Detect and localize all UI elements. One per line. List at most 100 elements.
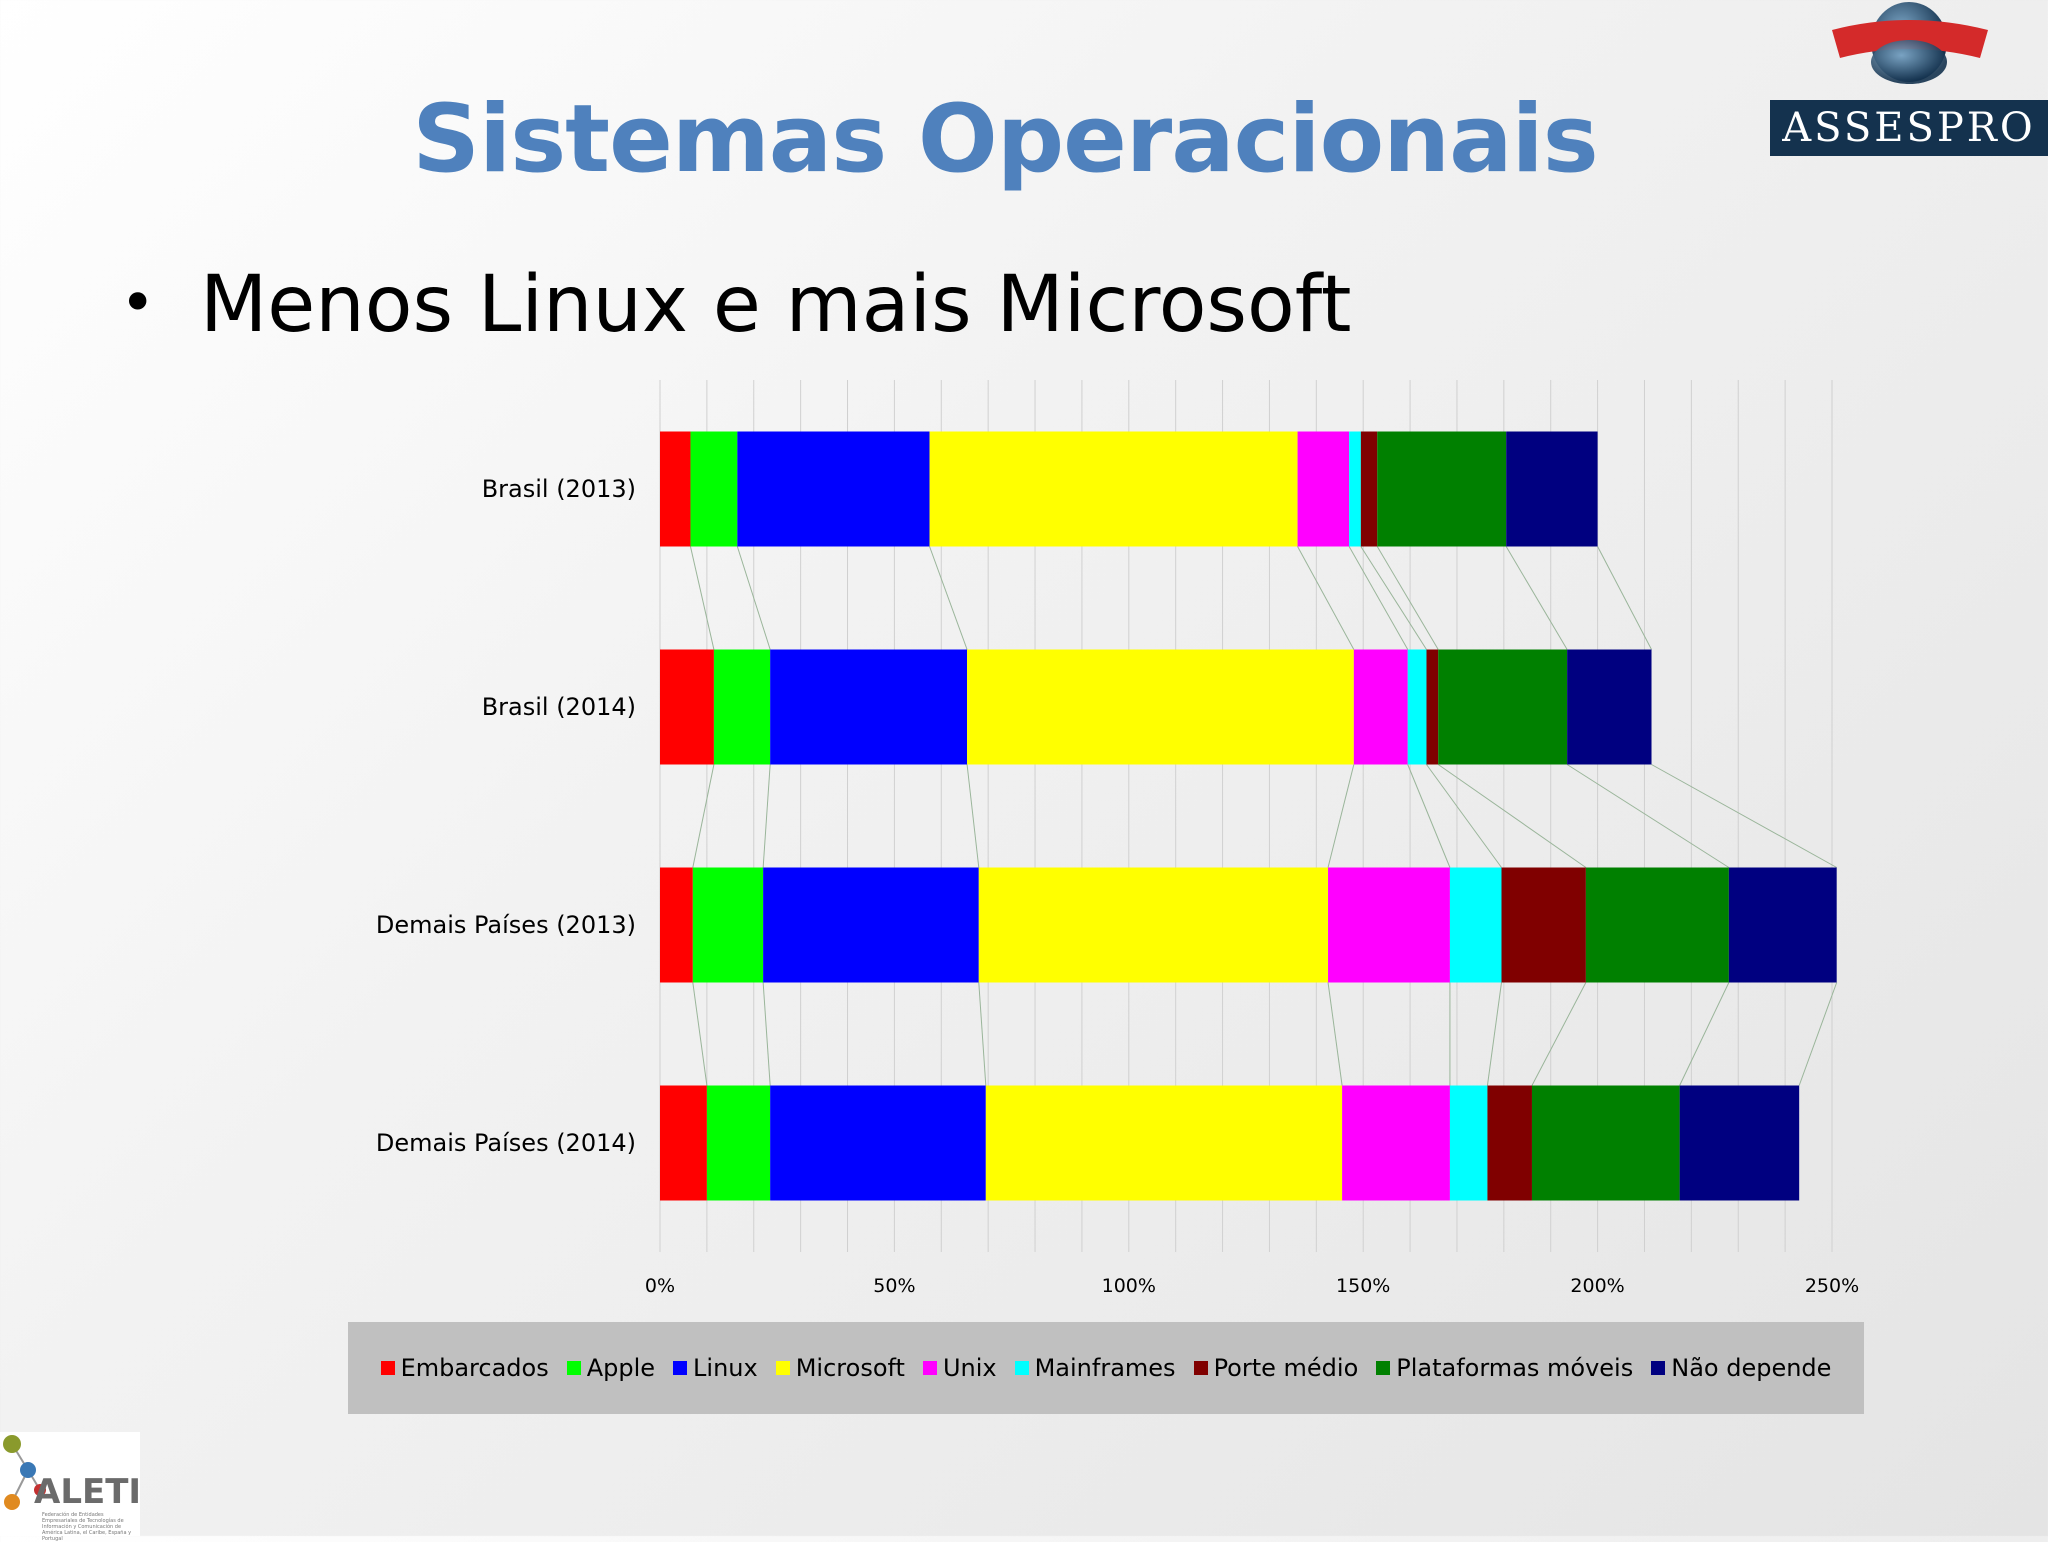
x-tick-label: 200%: [1570, 1275, 1624, 1297]
legend-item: Apple: [566, 1354, 656, 1382]
bullet-icon: •: [120, 268, 156, 338]
legend-swatch: [1193, 1361, 1208, 1375]
bar-segment: [763, 867, 979, 983]
bar-segment: [706, 1085, 771, 1201]
bar-segment: [1407, 649, 1427, 765]
series-line: [762, 982, 771, 1086]
legend-label: Porte médio: [1213, 1354, 1359, 1382]
bar-segment: [1426, 649, 1439, 765]
legend-swatch: [775, 1361, 790, 1375]
legend-swatch: [380, 1361, 395, 1375]
bullet-text: Menos Linux e mais Microsoft: [200, 260, 1352, 350]
legend-item: Unix: [922, 1354, 997, 1382]
bar-segment: [692, 867, 764, 983]
bar-segment: [1501, 867, 1586, 983]
bar-segment: [770, 649, 968, 765]
legend-item: Linux: [673, 1354, 758, 1382]
slide-title: Sistemas Operacionais: [412, 85, 1598, 194]
bar-segment: [1297, 431, 1350, 547]
series-line: [1327, 982, 1343, 1086]
bar-segment: [1353, 649, 1408, 765]
series-line: [1505, 546, 1568, 650]
category-label: Brasil (2013): [482, 475, 636, 503]
x-tick-label: 250%: [1805, 1275, 1859, 1297]
bar-segment: [1585, 867, 1729, 983]
bar-segment: [1449, 867, 1502, 983]
legend-item: Microsoft: [775, 1354, 905, 1382]
series-line: [1651, 764, 1837, 868]
bar-segment: [1342, 1085, 1450, 1201]
legend-label: Linux: [693, 1354, 758, 1382]
bar-segment: [1349, 431, 1361, 547]
bar-segment: [1328, 867, 1450, 983]
bar-segment: [1449, 1085, 1488, 1201]
bar-segment: [1360, 431, 1378, 547]
series-line: [1426, 764, 1502, 868]
series-line: [1437, 764, 1587, 868]
series-line: [1566, 764, 1730, 868]
bar-segment: [1438, 649, 1568, 765]
bar-segment: [1531, 1085, 1680, 1201]
series-line: [978, 982, 987, 1086]
bar-segment: [1728, 867, 1837, 983]
series-line: [1376, 546, 1439, 650]
bar-segment: [967, 649, 1354, 765]
bar-segment: [737, 431, 930, 547]
bar-segment: [985, 1085, 1343, 1201]
bar-segment: [978, 867, 1329, 983]
bar-segment: [1679, 1085, 1800, 1201]
legend-label: Unix: [942, 1354, 997, 1382]
assespro-logo-text: ASSESPRO: [1770, 100, 2048, 156]
series-line: [692, 982, 708, 1086]
series-line: [1798, 982, 1838, 1086]
legend-item: Plataformas móveis: [1376, 1354, 1633, 1382]
bar-segment: [1567, 649, 1652, 765]
x-tick-label: 150%: [1336, 1275, 1390, 1297]
legend-swatch: [673, 1361, 688, 1375]
legend-swatch: [566, 1361, 581, 1375]
x-tick-label: 0%: [645, 1275, 675, 1297]
series-line: [1531, 982, 1587, 1086]
globe-icon: [1832, 2, 1988, 84]
category-label: Demais Países (2014): [376, 1129, 636, 1157]
molecule-icon: [3, 1435, 46, 1510]
series-line: [762, 764, 771, 868]
legend-label: Apple: [586, 1354, 656, 1382]
bar-segment: [713, 649, 771, 765]
aleti-logo: ALETI Federación de Entidades Empresaria…: [0, 1432, 142, 1542]
legend-label: Não depende: [1671, 1354, 1832, 1382]
series-line: [736, 546, 771, 650]
bar-segment: [1506, 431, 1598, 547]
series-line: [1486, 982, 1502, 1086]
bar-segment: [660, 867, 693, 983]
bar-segment: [660, 1085, 707, 1201]
series-line: [1297, 546, 1355, 650]
bar-segment: [690, 431, 738, 547]
legend-item: Mainframes: [1014, 1354, 1176, 1382]
aleti-logo-text: ALETI: [34, 1472, 142, 1512]
legend-label: Plataformas móveis: [1396, 1354, 1634, 1382]
series-line: [692, 764, 715, 868]
series-line: [1679, 982, 1730, 1086]
legend-label: Embarcados: [400, 1354, 549, 1382]
legend-swatch: [1014, 1361, 1029, 1375]
category-label: Brasil (2014): [482, 693, 636, 721]
bar-segment: [770, 1085, 986, 1201]
legend-item: Não depende: [1651, 1354, 1831, 1382]
legend-item: Porte médio: [1193, 1354, 1359, 1382]
x-tick-label: 100%: [1102, 1275, 1156, 1297]
legend-swatch: [1376, 1361, 1391, 1375]
series-line: [929, 546, 968, 650]
legend-label: Microsoft: [795, 1354, 905, 1382]
assespro-logo: ASSESPRO: [1770, 0, 2048, 156]
category-label: Demais Países (2013): [376, 911, 636, 939]
series-line: [1327, 764, 1355, 868]
series-line: [1348, 546, 1409, 650]
bar-segment: [1377, 431, 1507, 547]
bar-segment: [929, 431, 1298, 547]
series-line: [966, 764, 980, 868]
legend-label: Mainframes: [1034, 1354, 1176, 1382]
series-line: [689, 546, 715, 650]
bar-segment: [660, 431, 691, 547]
